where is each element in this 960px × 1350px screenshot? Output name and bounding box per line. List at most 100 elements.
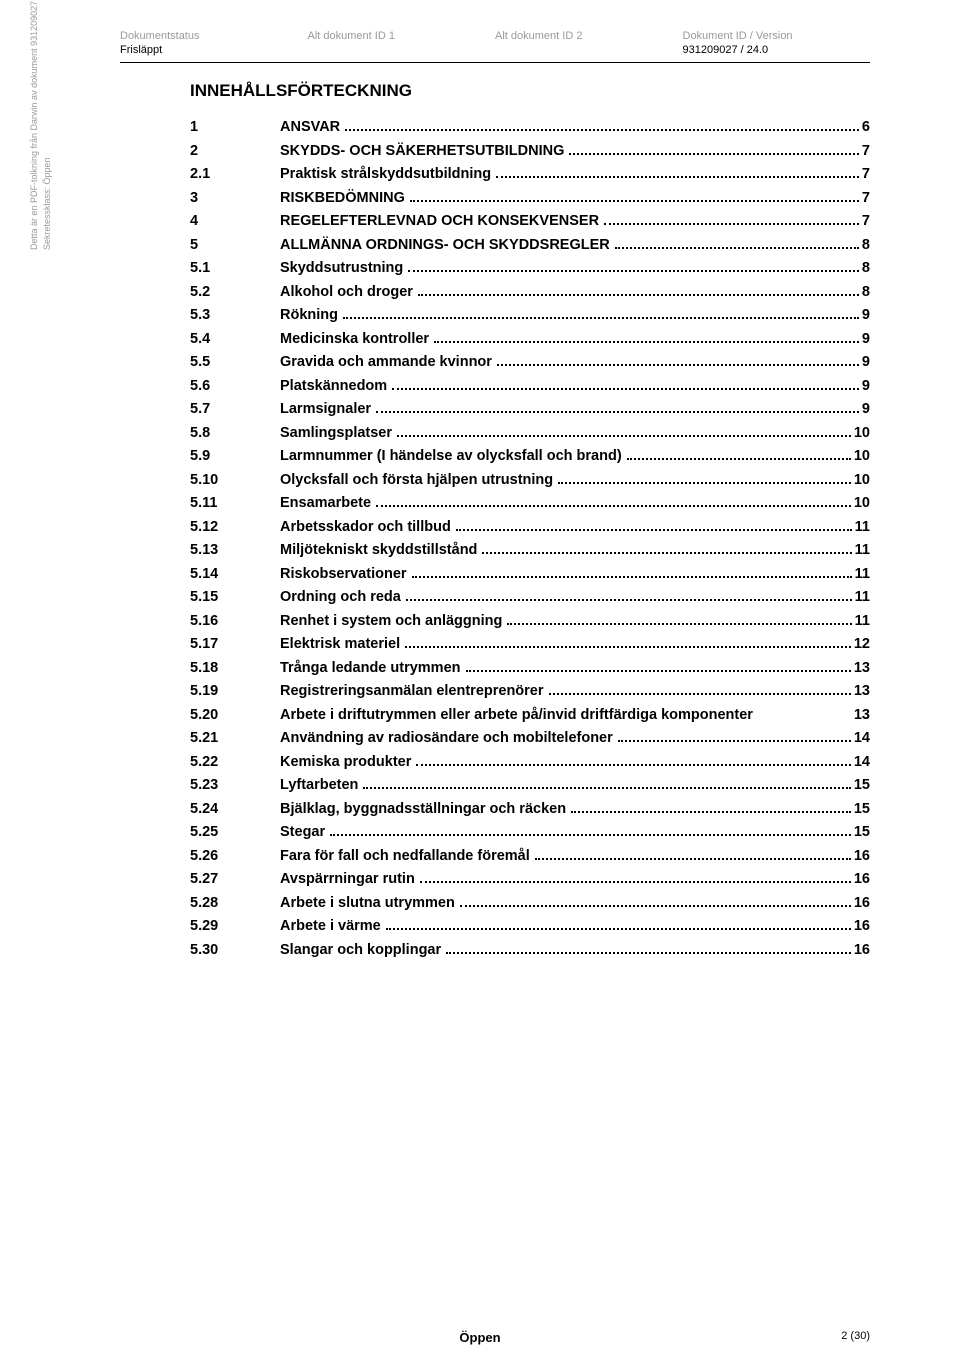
toc-page: 9 xyxy=(862,378,870,394)
toc-text: Renhet i system och anläggning xyxy=(280,613,504,629)
toc-row: 5.28Arbete i slutna utrymmen 16 xyxy=(190,895,870,911)
toc-dots xyxy=(386,928,851,930)
toc-row: 5.23Lyftarbeten15 xyxy=(190,777,870,793)
toc-number: 5.3 xyxy=(190,307,280,323)
toc-text: Arbete i driftutrymmen eller arbete på/i… xyxy=(280,707,854,723)
toc-number: 4 xyxy=(190,213,280,229)
toc-number: 5.2 xyxy=(190,284,280,300)
toc-text: SKYDDS- OCH SÄKERHETSUTBILDNING xyxy=(280,143,566,159)
footer-center: Öppen xyxy=(90,1330,870,1345)
toc-text: Miljötekniskt skyddstillstånd xyxy=(280,542,479,558)
toc-row: 5.29Arbete i värme16 xyxy=(190,918,870,934)
toc-text: ALLMÄNNA ORDNINGS- OCH SKYDDSREGLER xyxy=(280,237,612,253)
toc-page: 9 xyxy=(862,354,870,370)
toc-page: 14 xyxy=(854,730,870,746)
toc-number: 5.13 xyxy=(190,542,280,558)
toc-number: 5.24 xyxy=(190,801,280,817)
toc-number: 3 xyxy=(190,190,280,206)
toc-row: 5.17Elektrisk materiel12 xyxy=(190,636,870,652)
toc-page: 13 xyxy=(854,707,870,723)
toc-page: 13 xyxy=(854,683,870,699)
toc-text: Platskännedom xyxy=(280,378,389,394)
toc-page: 10 xyxy=(854,495,870,511)
toc-row: 5.12Arbetsskador och tillbud11 xyxy=(190,519,870,535)
toc-page: 11 xyxy=(855,589,870,605)
label-status: Dokumentstatus xyxy=(120,30,308,42)
toc-row: 5.8Samlingsplatser10 xyxy=(190,425,870,441)
toc-text: Olycksfall och första hjälpen utrustning xyxy=(280,472,555,488)
value-status: Frisläppt xyxy=(120,44,308,56)
toc-row: 5.21Användning av radiosändare och mobil… xyxy=(190,730,870,746)
toc-dots xyxy=(446,952,851,954)
toc-row: 2.1Praktisk strålskyddsutbildning7 xyxy=(190,166,870,182)
toc-row: 5.19Registreringsanmälan elentreprenörer… xyxy=(190,683,870,699)
toc-page: 8 xyxy=(862,284,870,300)
toc-page: 6 xyxy=(862,119,870,135)
toc-page: 16 xyxy=(854,871,870,887)
toc-row: 5.30Slangar och kopplingar16 xyxy=(190,942,870,958)
toc-dots xyxy=(343,317,859,319)
toc-dots xyxy=(466,670,851,672)
header-rule xyxy=(120,62,870,63)
toc-page: 8 xyxy=(862,260,870,276)
toc-text: Samlingsplatser xyxy=(280,425,394,441)
toc-text: Arbetsskador och tillbud xyxy=(280,519,453,535)
footer-right: 2 (30) xyxy=(841,1330,870,1342)
toc-page: 15 xyxy=(854,777,870,793)
toc-text: Larmnummer (I händelse av olycksfall och… xyxy=(280,448,624,464)
toc-dots xyxy=(397,435,851,437)
toc-text: Kemiska produkter xyxy=(280,754,413,770)
toc-number: 5.25 xyxy=(190,824,280,840)
toc-number: 5.5 xyxy=(190,354,280,370)
toc-row: 5.27Avspärrningar rutin16 xyxy=(190,871,870,887)
toc-number: 5.26 xyxy=(190,848,280,864)
toc-number: 5.27 xyxy=(190,871,280,887)
toc-row: 5.2Alkohol och droger8 xyxy=(190,284,870,300)
toc-number: 5.7 xyxy=(190,401,280,417)
toc-text: Trånga ledande utrymmen xyxy=(280,660,463,676)
toc-number: 1 xyxy=(190,119,280,135)
toc-text: ANSVAR xyxy=(280,119,342,135)
toc-row: 5ALLMÄNNA ORDNINGS- OCH SKYDDSREGLER8 xyxy=(190,237,870,253)
side-annotation: Detta är en PDF-tolkning från Darwin av … xyxy=(28,0,53,250)
toc-row: 5.7Larmsignaler9 xyxy=(190,401,870,417)
toc-page: 9 xyxy=(862,307,870,323)
toc-row: 5.16Renhet i system och anläggning11 xyxy=(190,613,870,629)
toc-row: 5.3Rökning9 xyxy=(190,307,870,323)
toc-number: 5.15 xyxy=(190,589,280,605)
toc-list: 1ANSVAR62SKYDDS- OCH SÄKERHETSUTBILDNING… xyxy=(190,119,870,958)
toc-page: 13 xyxy=(854,660,870,676)
toc-row: 5.13Miljötekniskt skyddstillstånd11 xyxy=(190,542,870,558)
toc-dots xyxy=(406,599,852,601)
toc-row: 5.15Ordning och reda11 xyxy=(190,589,870,605)
toc-dots xyxy=(496,176,859,178)
toc-text: Arbete i värme xyxy=(280,918,383,934)
toc-number: 5.28 xyxy=(190,895,280,911)
toc-text: Praktisk strålskyddsutbildning xyxy=(280,166,493,182)
toc-text: Arbete i slutna utrymmen xyxy=(280,895,457,911)
toc-dots xyxy=(330,834,851,836)
toc-text: REGELEFTERLEVNAD OCH KONSEKVENSER xyxy=(280,213,601,229)
header-values: Frisläppt 931209027 / 24.0 xyxy=(120,44,870,56)
label-alt1: Alt dokument ID 1 xyxy=(308,30,496,42)
toc-dots xyxy=(569,153,859,155)
toc-row: 3RISKBEDÖMNING7 xyxy=(190,190,870,206)
toc-row: 5.26Fara för fall och nedfallande föremå… xyxy=(190,848,870,864)
toc-number: 5 xyxy=(190,237,280,253)
toc-page: 16 xyxy=(854,895,870,911)
side-line-2: Sekretessklass: Öppen xyxy=(41,0,54,250)
toc-row: 1ANSVAR 6 xyxy=(190,119,870,135)
toc-dots xyxy=(627,458,851,460)
toc-number: 5.30 xyxy=(190,942,280,958)
toc-number: 5.21 xyxy=(190,730,280,746)
toc-number: 2.1 xyxy=(190,166,280,182)
toc-dots xyxy=(412,576,852,578)
toc-number: 5.17 xyxy=(190,636,280,652)
toc-number: 5.12 xyxy=(190,519,280,535)
toc-dots xyxy=(482,552,851,554)
toc-row: 5.10Olycksfall och första hjälpen utrust… xyxy=(190,472,870,488)
content: INNEHÅLLSFÖRTECKNING 1ANSVAR62SKYDDS- OC… xyxy=(190,81,870,958)
toc-dots xyxy=(416,764,851,766)
toc-number: 5.23 xyxy=(190,777,280,793)
toc-number: 5.29 xyxy=(190,918,280,934)
